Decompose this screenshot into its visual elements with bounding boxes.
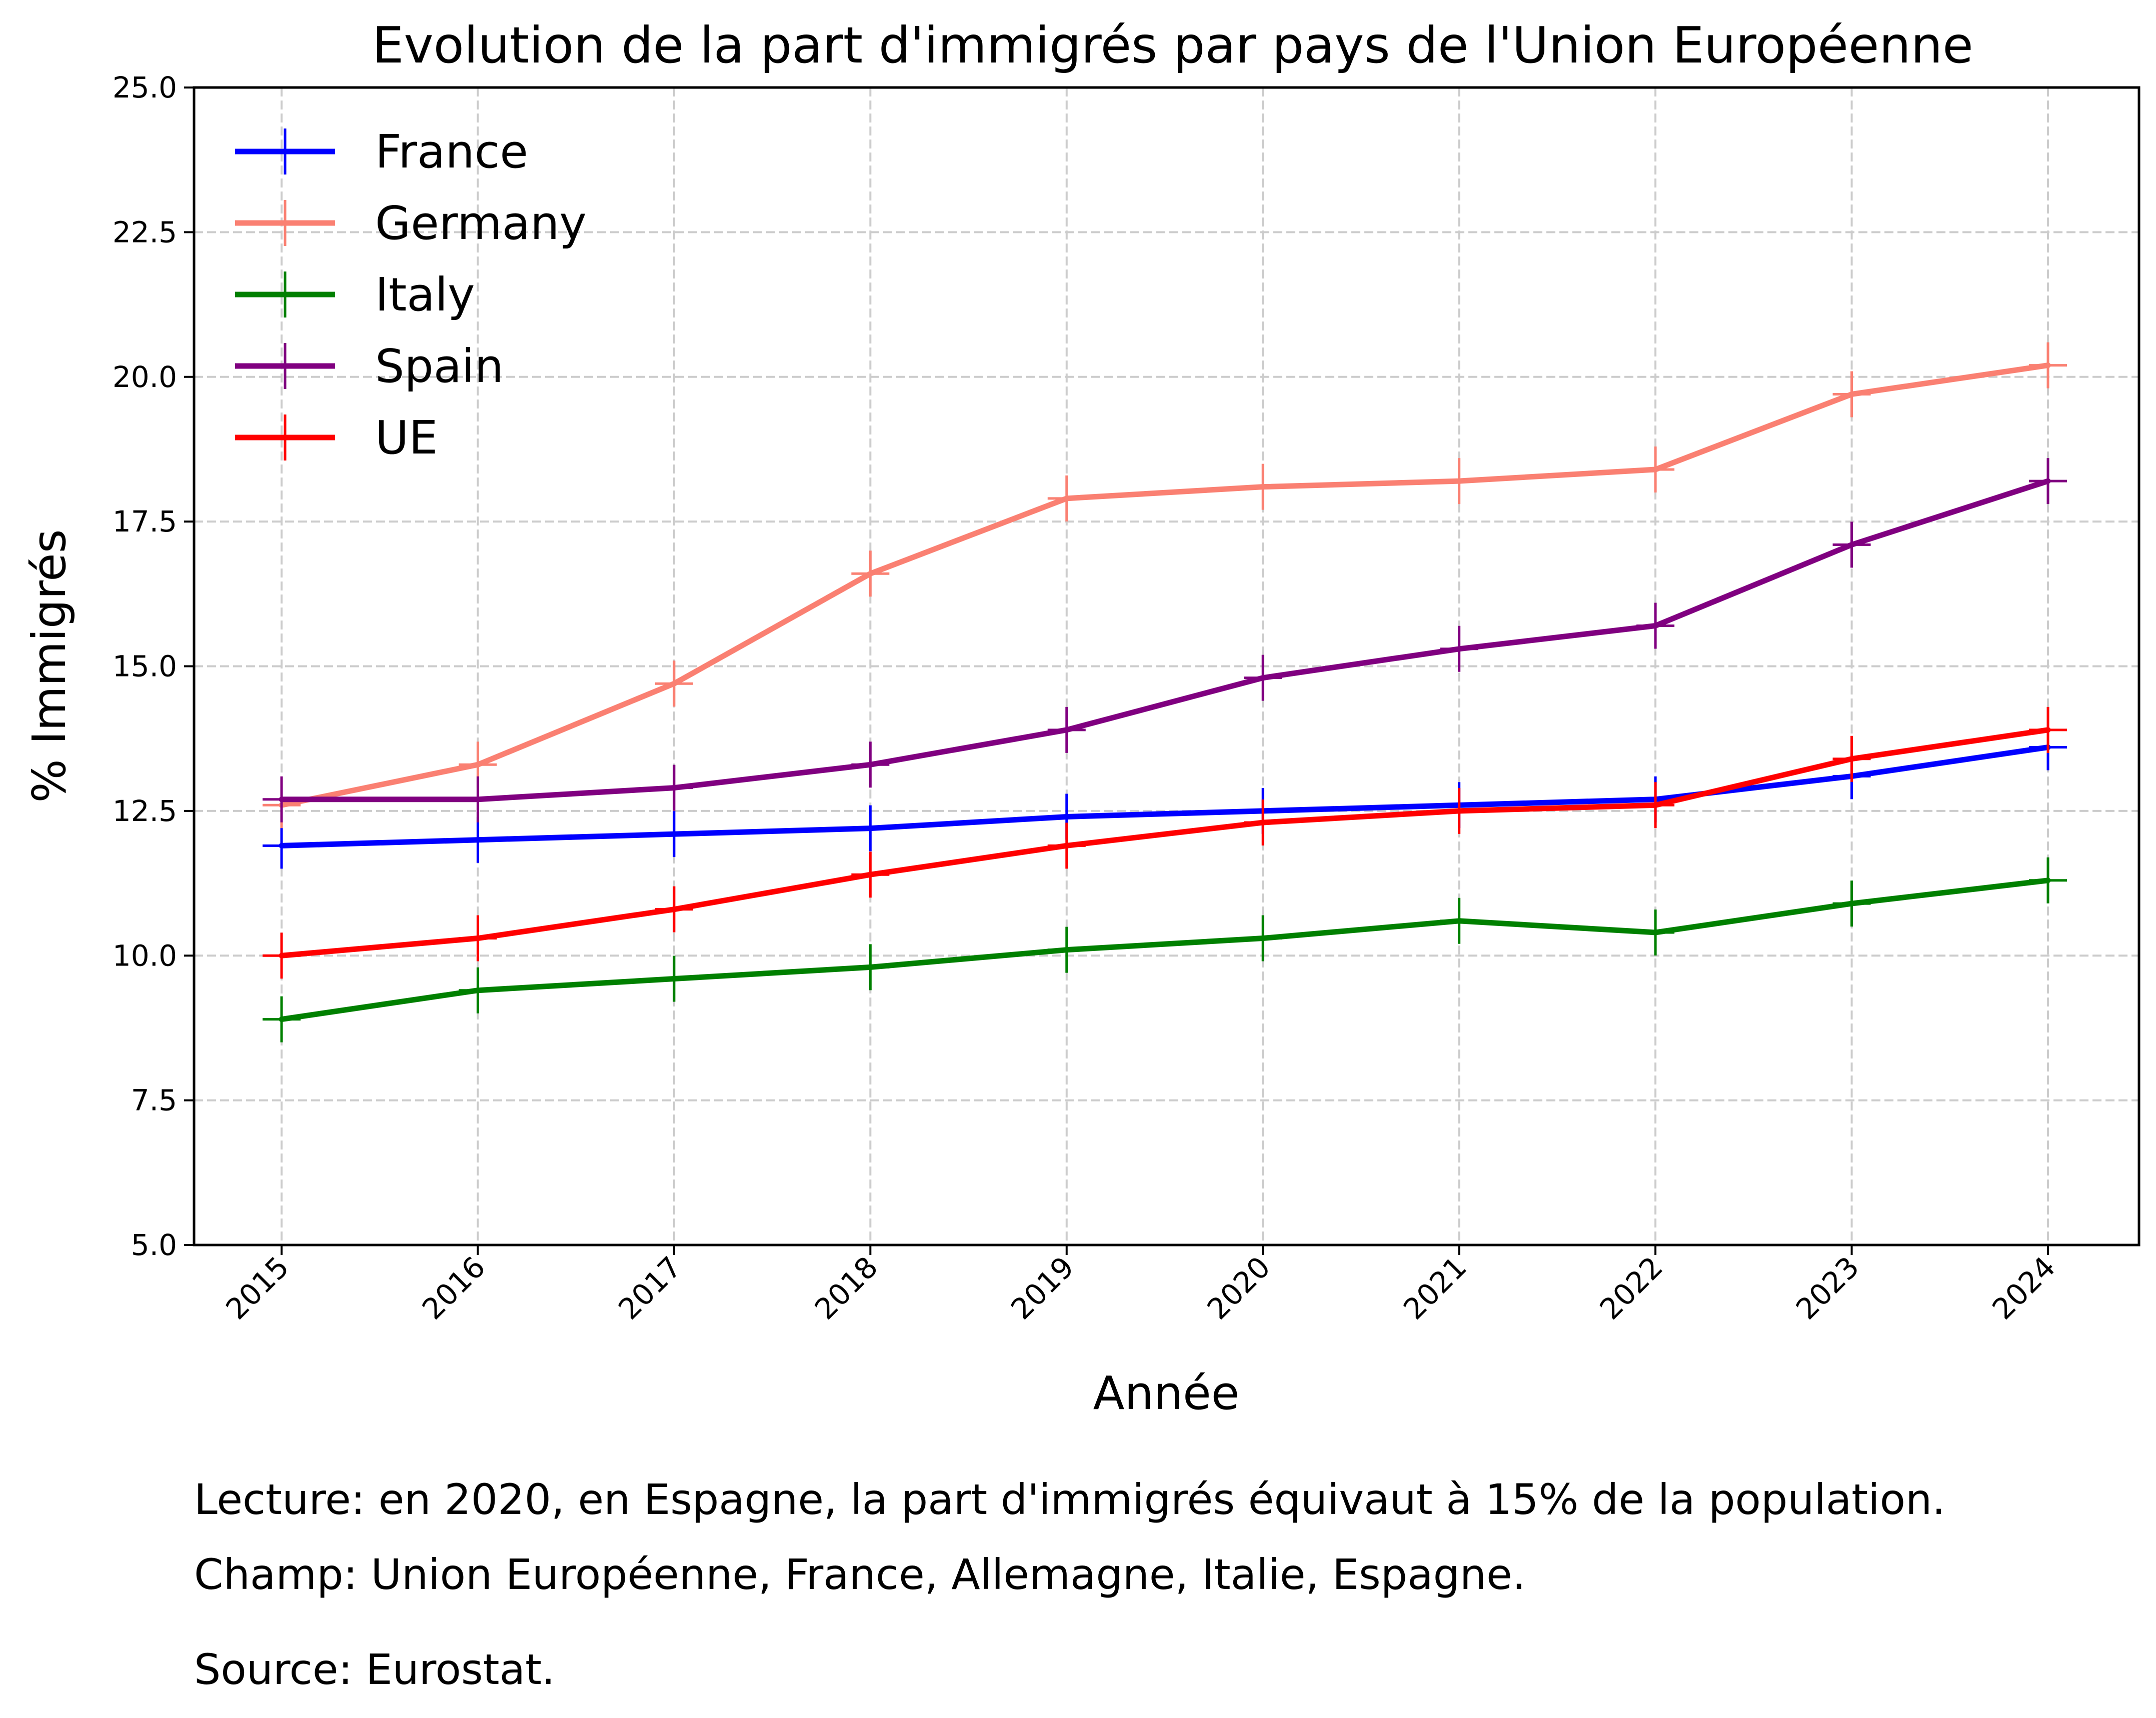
- data-point-marker: [851, 944, 890, 990]
- data-point-marker: [1047, 822, 1086, 869]
- data-point-marker: [1047, 926, 1086, 973]
- legend-label: Germany: [375, 196, 587, 250]
- data-point-marker: [1832, 522, 1871, 568]
- data-point-marker: [1636, 602, 1675, 649]
- y-tick-label: 12.5: [113, 794, 177, 828]
- legend-marker: [266, 272, 304, 318]
- data-point-marker: [2029, 857, 2067, 904]
- data-point-marker: [1636, 909, 1675, 956]
- legend-marker: [266, 200, 304, 246]
- data-point-marker: [263, 996, 301, 1042]
- legend: France Germany Italy Spain UE: [235, 125, 587, 464]
- data-point-marker: [1636, 446, 1675, 492]
- data-point-marker: [655, 886, 693, 932]
- data-point-marker: [655, 660, 693, 707]
- grid-lines: [194, 88, 2139, 1245]
- data-point-marker: [263, 776, 301, 822]
- data-point-marker: [1440, 458, 1478, 504]
- data-point-marker: [655, 956, 693, 1002]
- data-point-marker: [851, 550, 890, 597]
- series-line: [279, 478, 2051, 802]
- y-tick-label: 15.0: [113, 650, 177, 684]
- y-tick-label: 5.0: [131, 1228, 177, 1262]
- y-tick-label: 10.0: [113, 938, 177, 972]
- line-chart: Evolution de la part d'immigrés par pays…: [23, 16, 2140, 1420]
- legend-label: Italy: [375, 268, 475, 322]
- data-point-marker: [263, 932, 301, 979]
- data-point-marker: [1047, 706, 1086, 753]
- data-point-marker: [459, 967, 497, 1014]
- y-tick-label: 22.5: [113, 215, 177, 249]
- series-line: [279, 727, 2051, 958]
- data-point-marker: [851, 742, 890, 788]
- y-tick-label: 25.0: [113, 70, 177, 104]
- legend-marker: [266, 128, 304, 174]
- data-point-marker: [2029, 706, 2067, 753]
- legend-marker: [266, 343, 304, 389]
- data-point-marker: [1244, 464, 1282, 510]
- data-point-marker: [2029, 458, 2067, 504]
- y-axis-label: % Immigrés: [23, 529, 76, 802]
- data-point-marker: [1244, 800, 1282, 846]
- data-point-marker: [1244, 915, 1282, 962]
- source-note: Source: Eurostat.: [194, 1645, 555, 1694]
- legend-label: France: [375, 125, 528, 178]
- data-point-marker: [459, 915, 497, 962]
- data-point-marker: [1832, 736, 1871, 782]
- series-line: [279, 362, 2051, 808]
- legend-label: UE: [375, 411, 438, 464]
- data-point-marker: [851, 805, 890, 852]
- data-point-marker: [1832, 371, 1871, 418]
- champ-note: Champ: Union Européenne, France, Allemag…: [194, 1550, 1526, 1599]
- data-point-marker: [1440, 788, 1478, 834]
- data-point-marker: [459, 816, 497, 863]
- legend-label: Spain: [375, 340, 504, 393]
- y-tick-label: 7.5: [131, 1084, 177, 1118]
- data-point-marker: [655, 764, 693, 811]
- series-layer: [263, 342, 2067, 1042]
- data-point-marker: [2029, 342, 2067, 388]
- y-tick-label: 17.5: [113, 504, 177, 538]
- data-point-marker: [1047, 475, 1086, 522]
- data-point-marker: [851, 852, 890, 898]
- data-point-marker: [1636, 782, 1675, 828]
- y-axis: 5.0 7.5 10.0 12.5 15.0 17.5 20.0 22.5 25.0: [113, 70, 194, 1262]
- data-point-marker: [1440, 626, 1478, 672]
- y-tick-label: 20.0: [113, 360, 177, 394]
- legend-marker: [266, 414, 304, 460]
- lecture-note: Lecture: en 2020, en Espagne, la part d'…: [194, 1475, 1945, 1524]
- series-line: [279, 744, 2051, 848]
- chart-title: Evolution de la part d'immigrés par pays…: [372, 16, 1973, 74]
- series-line: [279, 878, 2051, 1022]
- x-axis-label: Année: [1093, 1366, 1240, 1420]
- data-point-marker: [655, 811, 693, 858]
- data-point-marker: [1832, 880, 1871, 927]
- data-point-marker: [1244, 654, 1282, 701]
- data-point-marker: [459, 776, 497, 822]
- data-point-marker: [1440, 898, 1478, 944]
- data-point-marker: [263, 822, 301, 869]
